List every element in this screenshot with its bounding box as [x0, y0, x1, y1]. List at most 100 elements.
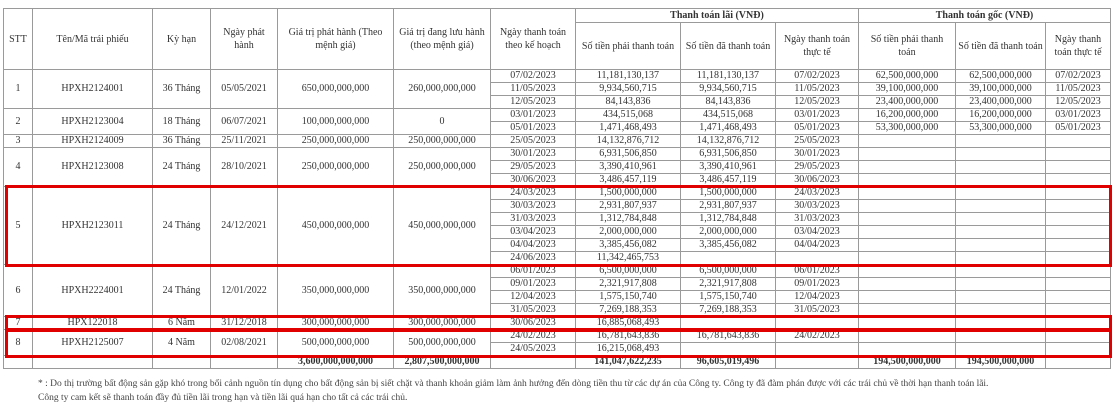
- principal-due: [858, 173, 956, 187]
- interest-paid: 1,312,784,848: [680, 212, 776, 226]
- bond-issue-date: 12/01/2022: [210, 264, 278, 317]
- total-issue-value: 3,600,000,000,000: [277, 355, 394, 369]
- principal-actual-date: 07/02/2023: [1045, 69, 1111, 83]
- principal-due: [858, 251, 956, 265]
- interest-paid: 6,931,506,850: [680, 147, 776, 161]
- interest-paid: 14,132,876,712: [680, 134, 776, 148]
- principal-due: [858, 316, 956, 330]
- interest-due: 6,500,000,000: [575, 264, 681, 278]
- interest-due: 16,885,068,493: [575, 316, 681, 330]
- total-empty: [1045, 355, 1111, 369]
- principal-due: [858, 160, 956, 174]
- table-row: 12/04/2023 1,575,150,740 1,575,150,740 12/0…: [4, 290, 1111, 304]
- table-row: 03/04/2023 2,000,000,000 2,000,000,000 03/0…: [4, 225, 1111, 239]
- interest-actual-date: 25/05/2023: [775, 134, 859, 148]
- interest-actual-date: 24/02/2023: [775, 329, 859, 343]
- interest-due: 2,321,917,808: [575, 277, 681, 291]
- planned-date: 12/04/2023: [490, 290, 576, 304]
- principal-actual-date: [1045, 238, 1111, 252]
- planned-date: 24/05/2023: [490, 342, 576, 356]
- header-interest-paid: Số tiền đã thanh toán: [680, 22, 776, 70]
- header-interest-due: Số tiền phải thanh toán: [575, 22, 681, 70]
- principal-paid: [955, 264, 1046, 278]
- bond-payment-table: STT Tên/Mã trái phiếu Kỳ hạn Ngày phát h…: [3, 8, 1111, 369]
- bond-code: HPXH2123008: [32, 147, 153, 187]
- interest-actual-date: 12/05/2023: [775, 95, 859, 109]
- principal-paid: [955, 303, 1046, 317]
- principal-due: 39,100,000,000: [858, 82, 956, 96]
- table-row: 2 HPXH2123004 18 Tháng 06/07/2021 100,000,00…: [3, 108, 1111, 135]
- planned-date: 29/05/2023: [490, 160, 576, 174]
- interest-paid: 2,931,807,937: [680, 199, 776, 213]
- planned-date: 30/03/2023: [490, 199, 576, 213]
- principal-due: [858, 186, 956, 200]
- interest-paid: 1,471,468,493: [680, 121, 776, 135]
- interest-due: 9,934,560,715: [575, 82, 681, 96]
- bond-issue-value: 650,000,000,000: [277, 69, 394, 109]
- interest-actual-date: 03/04/2023: [775, 225, 859, 239]
- bond-stt: 4: [3, 147, 33, 187]
- principal-paid: [955, 290, 1046, 304]
- interest-paid: 2,000,000,000: [680, 225, 776, 239]
- interest-actual-date: 05/01/2023: [775, 121, 859, 135]
- planned-date: 30/06/2023: [490, 316, 576, 330]
- principal-paid: 62,500,000,000: [955, 69, 1046, 83]
- bond-issue-value: 350,000,000,000: [277, 264, 394, 317]
- footnote-line-2: Công ty cam kết sẽ thanh toán đầy đủ tiề…: [38, 393, 408, 403]
- principal-actual-date: [1045, 160, 1111, 174]
- principal-due: [858, 199, 956, 213]
- principal-paid: [955, 238, 1046, 252]
- table-row: 11/05/2023 9,934,560,715 9,934,560,715 11/0…: [4, 82, 1111, 96]
- principal-paid: 39,100,000,000: [955, 82, 1046, 96]
- principal-due: 62,500,000,000: [858, 69, 956, 83]
- table-row: 4 HPXH2123008 24 Tháng 28/10/2021 250,000,00…: [3, 147, 1111, 187]
- footnote-line-1: * : Do thị trường bất động sản gặp khó t…: [38, 379, 989, 389]
- interest-due: 11,342,465,753: [575, 251, 681, 265]
- bond-outstanding: 250,000,000,000: [393, 147, 491, 187]
- header-interest-actual: Ngày thanh toán thực tế: [775, 22, 859, 70]
- bond-term: 18 Tháng: [152, 108, 211, 135]
- planned-date: 05/01/2023: [490, 121, 576, 135]
- bond-code: HPXH2123011: [32, 186, 153, 265]
- table-body: 1 HPXH2124001 36 Tháng 05/05/2021 650,000,00…: [3, 69, 1111, 356]
- interest-paid: 84,143,836: [680, 95, 776, 109]
- header-term: Kỳ hạn: [152, 8, 211, 70]
- table-row: 7 HPX122018 6 Năm 31/12/2018 300,000,000,000…: [3, 316, 1111, 330]
- principal-due: [858, 238, 956, 252]
- principal-paid: [955, 277, 1046, 291]
- bond-issue-value: 300,000,000,000: [277, 316, 394, 330]
- bond-code: HPXH2125007: [32, 329, 153, 356]
- interest-actual-date: 03/01/2023: [775, 108, 859, 122]
- principal-paid: [955, 160, 1046, 174]
- principal-actual-date: 03/01/2023: [1045, 108, 1111, 122]
- principal-due: [858, 225, 956, 239]
- interest-paid: 434,515,068: [680, 108, 776, 122]
- planned-date: 30/06/2023: [490, 173, 576, 187]
- interest-paid: [680, 316, 776, 330]
- header-principal-actual: Ngày thanh toán thực tế: [1045, 22, 1111, 70]
- bond-code: HPX122018: [32, 316, 153, 330]
- interest-paid: 6,500,000,000: [680, 264, 776, 278]
- bond-code: HPXH2224001: [32, 264, 153, 317]
- principal-due: [858, 277, 956, 291]
- bond-outstanding: 0: [393, 108, 491, 135]
- bond-term: 24 Tháng: [152, 186, 211, 265]
- principal-actual-date: [1045, 212, 1111, 226]
- principal-paid: [955, 186, 1046, 200]
- table-row: 24/05/2023 16,215,068,493: [4, 342, 1111, 356]
- total-interest-paid: 96,605,019,496: [680, 355, 776, 369]
- total-principal-due: 194,500,000,000: [858, 355, 956, 369]
- principal-actual-date: [1045, 342, 1111, 356]
- bond-issue-value: 100,000,000,000: [277, 108, 394, 135]
- table-row: 3 HPXH2124009 36 Tháng 25/11/2021 250,000,00…: [3, 134, 1111, 148]
- bond-issue-value: 250,000,000,000: [277, 134, 394, 148]
- interest-paid: 3,486,457,119: [680, 173, 776, 187]
- total-principal-paid: 194,500,000,000: [955, 355, 1046, 369]
- interest-due: 2,000,000,000: [575, 225, 681, 239]
- table-row: 30/03/2023 2,931,807,937 2,931,807,937 30/0…: [4, 199, 1111, 213]
- total-row: 3,600,000,000,000 2,807,500,000,000 141,…: [3, 355, 1111, 369]
- principal-paid: [955, 251, 1046, 265]
- planned-date: 03/04/2023: [490, 225, 576, 239]
- bond-term: 36 Tháng: [152, 134, 211, 148]
- table-row: 05/01/2023 1,471,468,493 1,471,468,493 05/0…: [4, 121, 1111, 135]
